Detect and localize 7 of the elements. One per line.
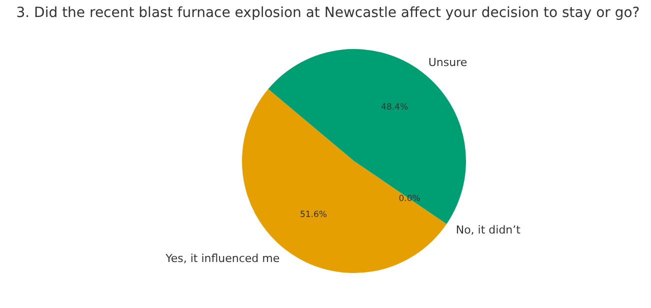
slice-label: Yes, it influenced me bbox=[164, 252, 280, 266]
slice-label: Unsure bbox=[428, 56, 468, 69]
category-label: No, it didn’t bbox=[456, 223, 520, 236]
data-label: 48.4% bbox=[381, 102, 408, 113]
data-label: 51.6% bbox=[300, 210, 327, 220]
chart-title: 3. Did the recent blast furnace explosion at Newcastle affect your decision to stay or go? bbox=[16, 5, 640, 21]
pie-slice bbox=[268, 49, 466, 224]
